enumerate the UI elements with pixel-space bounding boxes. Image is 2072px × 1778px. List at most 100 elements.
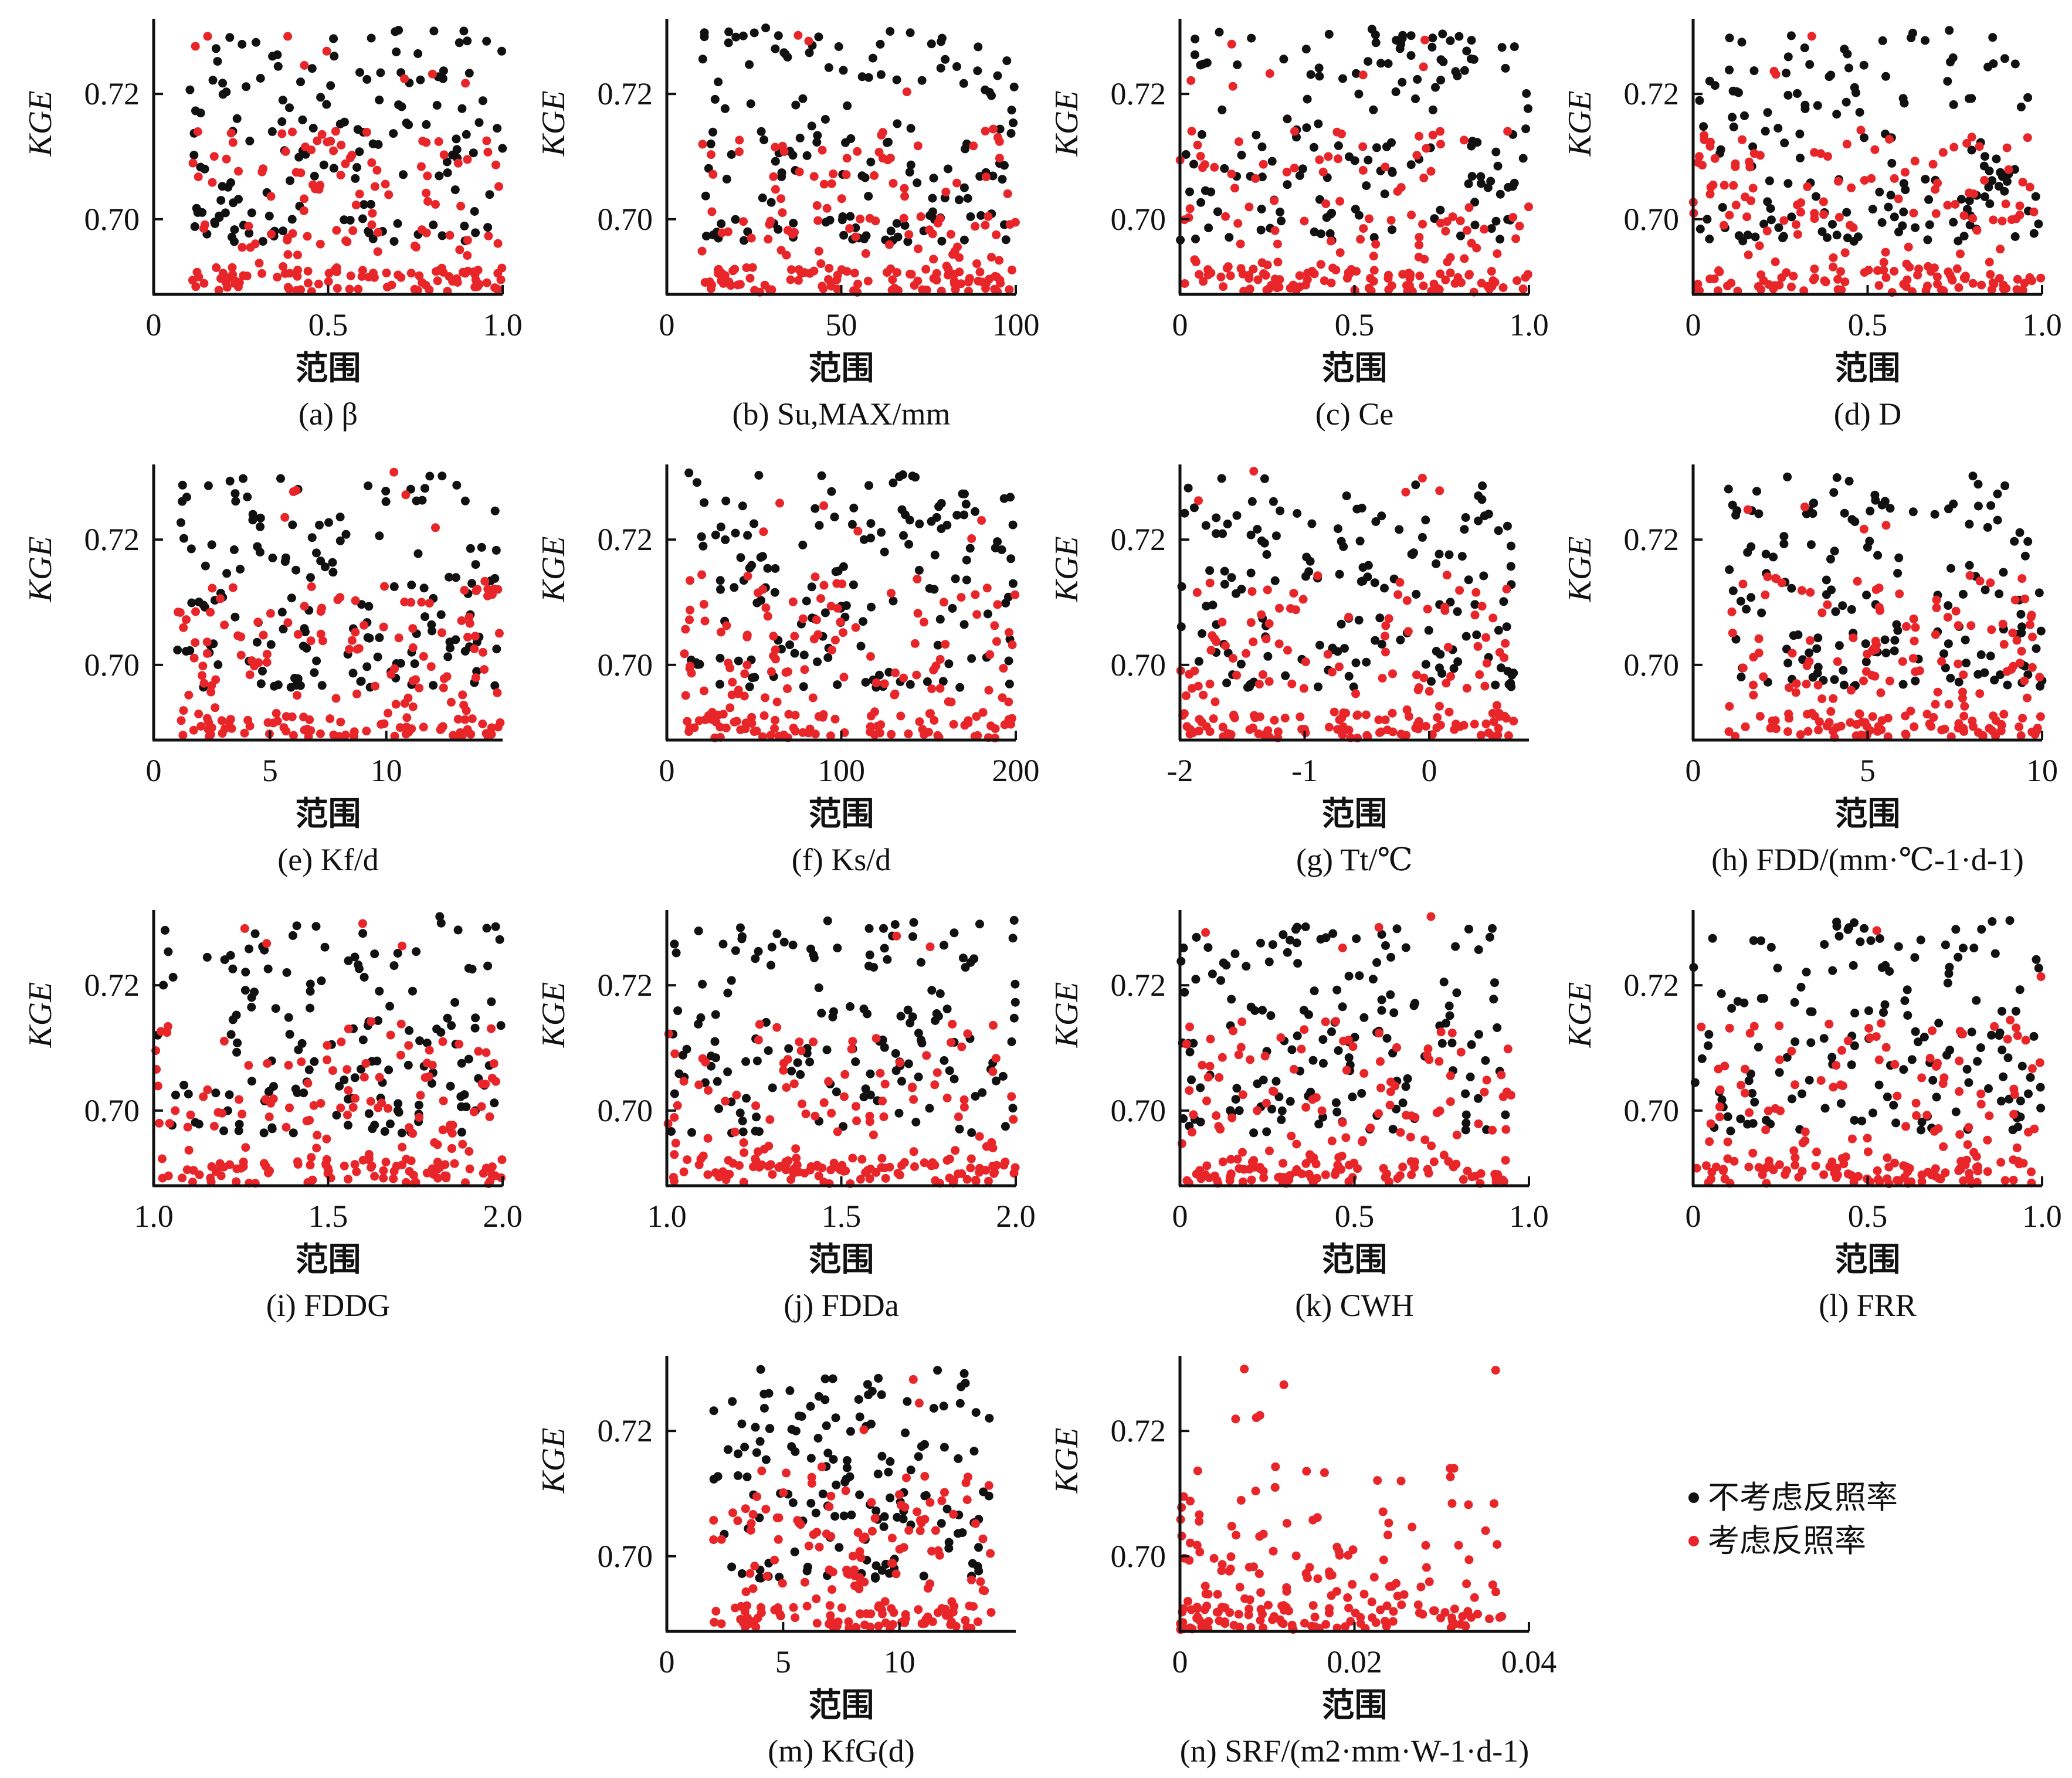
point-no-albedo xyxy=(802,151,812,160)
point-with-albedo xyxy=(1754,649,1764,657)
point-no-albedo xyxy=(1222,678,1232,688)
point-no-albedo xyxy=(490,574,500,583)
point-no-albedo xyxy=(983,609,992,619)
point-with-albedo xyxy=(967,534,976,543)
point-with-albedo xyxy=(279,262,288,271)
point-with-albedo xyxy=(285,1103,294,1112)
point-with-albedo xyxy=(673,1101,682,1110)
point-no-albedo xyxy=(1377,640,1386,649)
point-no-albedo xyxy=(288,931,297,940)
point-no-albedo xyxy=(957,1382,966,1392)
point-with-albedo xyxy=(935,654,945,664)
point-with-albedo xyxy=(346,271,355,280)
point-no-albedo xyxy=(1406,31,1416,40)
point-with-albedo xyxy=(1323,650,1332,659)
point-with-albedo xyxy=(1760,1164,1769,1173)
point-no-albedo xyxy=(2032,644,2041,653)
point-no-albedo xyxy=(432,101,442,110)
point-with-albedo xyxy=(1188,1128,1196,1137)
point-no-albedo xyxy=(230,237,239,246)
point-no-albedo xyxy=(1369,233,1379,242)
point-with-albedo xyxy=(885,240,894,249)
point-no-albedo xyxy=(1008,1104,1018,1113)
point-no-albedo xyxy=(340,117,349,127)
point-no-albedo xyxy=(1315,72,1324,81)
point-with-albedo xyxy=(1807,32,1816,41)
point-no-albedo xyxy=(1967,94,1976,103)
point-no-albedo xyxy=(959,1369,969,1378)
point-with-albedo xyxy=(484,231,493,240)
point-with-albedo xyxy=(768,1170,777,1179)
point-with-albedo xyxy=(926,709,935,718)
point-no-albedo xyxy=(1007,106,1016,115)
point-with-albedo xyxy=(697,570,707,579)
point-no-albedo xyxy=(974,1543,983,1552)
point-with-albedo xyxy=(1503,1044,1513,1054)
point-with-albedo xyxy=(1898,657,1907,666)
point-with-albedo xyxy=(310,184,320,194)
point-with-albedo xyxy=(1707,1175,1715,1184)
point-with-albedo xyxy=(1375,1029,1383,1038)
point-with-albedo xyxy=(759,711,769,720)
point-with-albedo xyxy=(991,272,1000,281)
point-with-albedo xyxy=(1749,1022,1759,1031)
point-no-albedo xyxy=(1855,108,1864,117)
point-with-albedo xyxy=(1301,280,1310,290)
point-no-albedo xyxy=(1351,69,1361,78)
point-no-albedo xyxy=(1247,33,1256,43)
point-with-albedo xyxy=(895,1545,904,1554)
point-with-albedo xyxy=(1344,612,1354,622)
point-no-albedo xyxy=(959,235,969,245)
point-no-albedo xyxy=(1249,1128,1259,1138)
point-with-albedo xyxy=(1518,284,1528,294)
point-with-albedo xyxy=(1968,214,1978,223)
point-no-albedo xyxy=(250,929,260,938)
point-no-albedo xyxy=(880,944,889,953)
point-with-albedo xyxy=(1395,578,1405,587)
point-with-albedo xyxy=(1960,701,1969,711)
point-with-albedo xyxy=(774,1163,784,1172)
point-no-albedo xyxy=(724,1445,733,1454)
point-no-albedo xyxy=(751,1126,760,1136)
point-with-albedo xyxy=(978,1534,988,1543)
point-no-albedo xyxy=(721,535,730,544)
point-no-albedo xyxy=(459,26,469,36)
point-with-albedo xyxy=(845,224,854,233)
point-with-albedo xyxy=(1419,281,1428,290)
point-with-albedo xyxy=(1440,1608,1450,1617)
y-tick-label: 0.70 xyxy=(84,202,140,237)
point-no-albedo xyxy=(216,196,226,205)
point-with-albedo xyxy=(1264,284,1274,293)
y-tick-label: 0.70 xyxy=(598,1093,653,1128)
point-with-albedo xyxy=(1338,944,1347,952)
scatter-points xyxy=(697,23,1020,297)
point-no-albedo xyxy=(310,171,319,181)
point-with-albedo xyxy=(1405,712,1413,721)
point-with-albedo xyxy=(1413,686,1423,694)
point-no-albedo xyxy=(211,44,221,53)
point-no-albedo xyxy=(698,979,707,989)
point-no-albedo xyxy=(264,1087,274,1096)
point-with-albedo xyxy=(852,1102,860,1111)
point-with-albedo xyxy=(1881,247,1890,257)
point-with-albedo xyxy=(828,646,836,654)
point-no-albedo xyxy=(795,133,805,142)
point-no-albedo xyxy=(917,1442,926,1451)
point-with-albedo xyxy=(1192,1541,1202,1550)
point-with-albedo xyxy=(751,1101,761,1111)
point-with-albedo xyxy=(1741,192,1750,202)
point-with-albedo xyxy=(1939,1142,1948,1151)
point-with-albedo xyxy=(198,661,208,671)
point-with-albedo xyxy=(853,279,863,289)
point-no-albedo xyxy=(917,1039,927,1048)
point-no-albedo xyxy=(357,1064,365,1074)
point-no-albedo xyxy=(864,481,873,490)
point-no-albedo xyxy=(471,1013,480,1023)
point-no-albedo xyxy=(463,36,472,46)
point-no-albedo xyxy=(1838,601,1847,610)
point-no-albedo xyxy=(1507,541,1515,551)
point-with-albedo xyxy=(1958,694,1967,703)
point-no-albedo xyxy=(694,1020,703,1029)
point-with-albedo xyxy=(754,1147,763,1156)
point-with-albedo xyxy=(2008,628,2017,637)
